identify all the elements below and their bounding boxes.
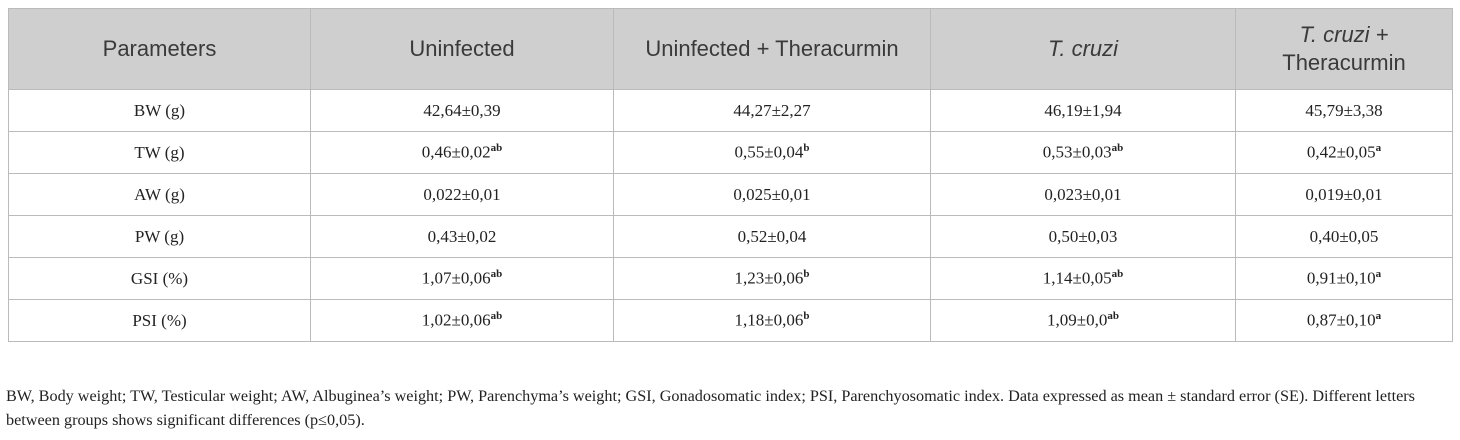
- header-row: Parameters Uninfected Uninfected + Theracu…: [8, 8, 1453, 90]
- row-label: TW (g): [8, 131, 311, 174]
- data-cell: 46,19±1,94: [930, 89, 1236, 132]
- header-text: Uninfected + Theracurmin: [645, 36, 899, 61]
- cell-text: 1,14±0,05: [1042, 268, 1112, 288]
- data-cell: 42,64±0,39: [310, 89, 614, 132]
- significance-letter: ab: [490, 142, 503, 155]
- table-row: AW (g) 0,022±0,01 0,025±0,01 0,023±0,01 0,01…: [8, 173, 1453, 216]
- row-label: PW (g): [8, 215, 311, 258]
- data-cell: 1,23±0,06b: [613, 257, 931, 300]
- header-text: Theracurmin: [1282, 50, 1406, 75]
- cell-text: 0,53±0,03: [1042, 142, 1112, 162]
- significance-letter: a: [1375, 142, 1382, 155]
- significance-letter: a: [1375, 310, 1382, 323]
- cell-text: 0,019±0,01: [1305, 184, 1383, 204]
- data-cell: 45,79±3,38: [1235, 89, 1453, 132]
- significance-letter: ab: [490, 268, 503, 281]
- data-cell: 0,50±0,03: [930, 215, 1236, 258]
- cell-text: 0,50±0,03: [1048, 226, 1118, 246]
- significance-letter: ab: [1111, 142, 1124, 155]
- data-cell: 0,46±0,02ab: [310, 131, 614, 174]
- header-text: Parameters: [102, 36, 217, 61]
- significance-letter: b: [803, 310, 810, 323]
- data-cell: 0,52±0,04: [613, 215, 931, 258]
- data-cell: 0,53±0,03ab: [930, 131, 1236, 174]
- cell-text: PW (g): [134, 226, 185, 246]
- data-cell: 0,55±0,04b: [613, 131, 931, 174]
- row-label: BW (g): [8, 89, 311, 132]
- header-italic: T. cruzi: [1047, 36, 1119, 61]
- data-cell: 0,42±0,05a: [1235, 131, 1453, 174]
- cell-text: 0,46±0,02: [421, 142, 491, 162]
- significance-letter: b: [803, 268, 810, 281]
- cell-text: 44,27±2,27: [733, 100, 811, 120]
- row-label: GSI (%): [8, 257, 311, 300]
- data-cell: 1,07±0,06ab: [310, 257, 614, 300]
- table-row: PSI (%) 1,02±0,06ab 1,18±0,06b 1,09±0,0ab 0,…: [8, 299, 1453, 342]
- table-body: BW (g) 42,64±0,39 44,27±2,27 46,19±1,94 45,7…: [8, 89, 1453, 342]
- data-cell: 0,023±0,01: [930, 173, 1236, 216]
- data-cell: 0,43±0,02: [310, 215, 614, 258]
- data-cell: 1,14±0,05ab: [930, 257, 1236, 300]
- cell-text: 0,43±0,02: [427, 226, 497, 246]
- data-table: Parameters Uninfected Uninfected + Theracu…: [8, 8, 1453, 342]
- cell-text: 46,19±1,94: [1044, 100, 1122, 120]
- cell-text: BW (g): [133, 100, 186, 120]
- significance-letter: ab: [490, 310, 503, 323]
- significance-letter: b: [803, 142, 810, 155]
- header-cell: T. cruzi: [930, 8, 1236, 90]
- data-cell: 0,022±0,01: [310, 173, 614, 216]
- footnote: BW, Body weight; TW, Testicular weight; …: [6, 387, 1415, 429]
- cell-text: 0,025±0,01: [733, 184, 811, 204]
- row-label: AW (g): [8, 173, 311, 216]
- cell-text: 1,07±0,06: [421, 268, 491, 288]
- cell-text: 1,18±0,06: [734, 310, 804, 330]
- cell-text: AW (g): [134, 184, 185, 204]
- cell-text: 45,79±3,38: [1305, 100, 1383, 120]
- table-row: GSI (%) 1,07±0,06ab 1,23±0,06b 1,14±0,05ab 0…: [8, 257, 1453, 300]
- cell-text: 0,42±0,05: [1306, 142, 1376, 162]
- header-cell: Parameters: [8, 8, 311, 90]
- table-header: Parameters Uninfected Uninfected + Theracu…: [8, 8, 1453, 90]
- significance-letter: ab: [1111, 268, 1124, 281]
- header-cell: Uninfected: [310, 8, 614, 90]
- table-row: TW (g) 0,46±0,02ab 0,55±0,04b 0,53±0,03ab 0,…: [8, 131, 1453, 174]
- header-text: Uninfected: [409, 36, 515, 61]
- cell-text: 0,022±0,01: [423, 184, 501, 204]
- cell-text: 0,40±0,05: [1309, 226, 1379, 246]
- data-cell: 44,27±2,27: [613, 89, 931, 132]
- header-italic: T. cruzi +: [1299, 22, 1389, 47]
- data-cell: 1,18±0,06b: [613, 299, 931, 342]
- cell-text: GSI (%): [130, 268, 189, 288]
- cell-text: 0,87±0,10: [1306, 310, 1376, 330]
- data-cell: 0,025±0,01: [613, 173, 931, 216]
- header-cell: Uninfected + Theracurmin: [613, 8, 931, 90]
- cell-text: 1,02±0,06: [421, 310, 491, 330]
- data-cell: 0,019±0,01: [1235, 173, 1453, 216]
- significance-letter: a: [1375, 268, 1382, 281]
- data-cell: 0,87±0,10a: [1235, 299, 1453, 342]
- row-label: PSI (%): [8, 299, 311, 342]
- data-cell: 0,40±0,05: [1235, 215, 1453, 258]
- cell-text: 42,64±0,39: [423, 100, 501, 120]
- header-cell: T. cruzi + Theracurmin: [1235, 8, 1453, 90]
- data-cell: 0,91±0,10a: [1235, 257, 1453, 300]
- table-row: PW (g) 0,43±0,02 0,52±0,04 0,50±0,03 0,40±0,…: [8, 215, 1453, 258]
- cell-text: 0,91±0,10: [1306, 268, 1376, 288]
- cell-text: PSI (%): [132, 310, 187, 330]
- cell-text: TW (g): [134, 142, 185, 162]
- cell-text: 0,52±0,04: [737, 226, 807, 246]
- table-row: BW (g) 42,64±0,39 44,27±2,27 46,19±1,94 45,7…: [8, 89, 1453, 132]
- cell-text: 0,023±0,01: [1044, 184, 1122, 204]
- data-cell: 1,09±0,0ab: [930, 299, 1236, 342]
- data-cell: 1,02±0,06ab: [310, 299, 614, 342]
- cell-text: 1,23±0,06: [734, 268, 804, 288]
- cell-text: 1,09±0,0: [1047, 310, 1108, 330]
- cell-text: 0,55±0,04: [734, 142, 804, 162]
- significance-letter: ab: [1107, 310, 1119, 323]
